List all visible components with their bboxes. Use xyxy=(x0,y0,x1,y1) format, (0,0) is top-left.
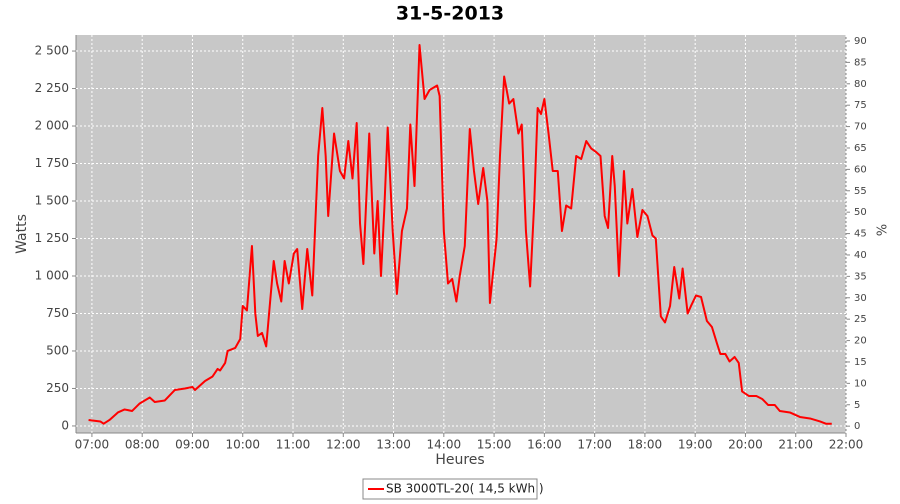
x-tick-label: 12:00 xyxy=(326,438,361,452)
y-tick-label: 1 750 xyxy=(35,156,69,170)
y2-tick-label: 25 xyxy=(854,314,867,325)
x-tick-label: 18:00 xyxy=(628,438,663,452)
x-tick-label: 08:00 xyxy=(125,438,160,452)
x-tick-label: 10:00 xyxy=(225,438,260,452)
y-tick-label: 750 xyxy=(46,306,69,320)
y2-tick-label: 20 xyxy=(854,336,867,347)
y2-tick-label: 30 xyxy=(854,293,867,304)
x-tick-label: 20:00 xyxy=(728,438,763,452)
y-tick-label: 2 250 xyxy=(35,81,69,95)
y2-tick-label: 90 xyxy=(854,36,867,47)
y2-tick-label: 70 xyxy=(854,122,867,133)
x-tick-label: 17:00 xyxy=(577,438,612,452)
y-tick-label: 250 xyxy=(46,381,69,395)
plot-area xyxy=(76,35,846,433)
y2-tick-label: 85 xyxy=(854,57,867,68)
y2-tick-label: 75 xyxy=(854,100,867,111)
x-tick-label: 14:00 xyxy=(427,438,462,452)
y-tick-label: 0 xyxy=(61,418,69,432)
y2-tick-label: 55 xyxy=(854,186,867,197)
y2-tick-label: 80 xyxy=(854,79,867,90)
y2-tick-label: 35 xyxy=(854,271,867,282)
y-tick-label: 1 250 xyxy=(35,231,69,245)
y2-tick-label: 65 xyxy=(854,143,867,154)
chart-title: 31-5-2013 xyxy=(396,3,504,25)
y-tick-label: 2 500 xyxy=(35,44,69,58)
y2-tick-label: 10 xyxy=(854,378,867,389)
x-tick-label: 07:00 xyxy=(75,438,110,452)
y-tick-label: 2 000 xyxy=(35,119,69,133)
legend-box xyxy=(362,478,538,500)
y-tick-label: 500 xyxy=(46,343,69,357)
x-tick-label: 21:00 xyxy=(778,438,813,452)
x-tick-label: 15:00 xyxy=(477,438,512,452)
y-axis-label: Watts xyxy=(14,214,30,254)
y2-tick-label: 0 xyxy=(854,421,860,432)
x-tick-label: 16:00 xyxy=(527,438,562,452)
y2-tick-label: 45 xyxy=(854,229,867,240)
data-line xyxy=(88,44,832,425)
x-tick-label: 11:00 xyxy=(276,438,311,452)
y2-axis-label: % xyxy=(873,224,888,236)
legend-label: SB 3000TL-20( 14,5 kWh ) xyxy=(386,482,544,496)
y2-tick-label: 40 xyxy=(854,250,867,261)
x-tick-label: 09:00 xyxy=(175,438,210,452)
x-tick-label: 19:00 xyxy=(678,438,713,452)
y-tick-label: 1 500 xyxy=(35,194,69,208)
y-tick-label: 1 000 xyxy=(35,268,69,282)
y2-tick-label: 5 xyxy=(854,400,860,411)
y2-tick-label: 60 xyxy=(854,164,867,175)
x-tick-label: 22:00 xyxy=(829,438,864,452)
y2-tick-label: 50 xyxy=(854,207,867,218)
x-axis-label: Heures xyxy=(435,452,484,468)
y2-tick-label: 15 xyxy=(854,357,867,368)
x-tick-label: 13:00 xyxy=(376,438,411,452)
